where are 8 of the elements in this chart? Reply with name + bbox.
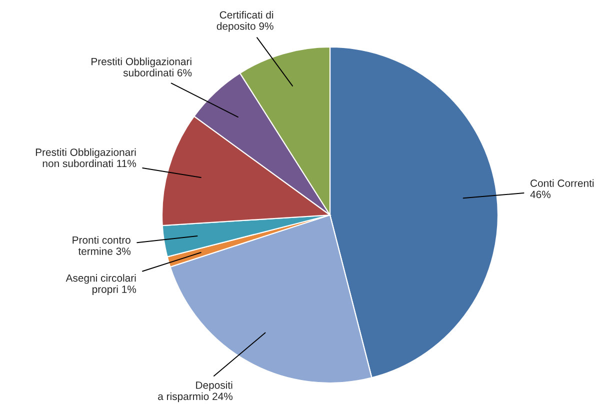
slice-label: Certificati di deposito 9% [216, 10, 274, 32]
slice-label: Pronti contro termine 3% [72, 236, 131, 255]
slice-label: Depositi a risparmio 24% [158, 381, 233, 402]
slice-label: Prestiti Obbligazionari non subordinati 11% [36, 148, 136, 168]
slice-label: Prestiti Obbligazionari subordinati 6% [92, 58, 192, 76]
slice-label: Asegni circolari propri 1% [66, 274, 136, 295]
data-label: 46% [530, 190, 550, 198]
slice-label: Conti Correnti [530, 179, 594, 187]
